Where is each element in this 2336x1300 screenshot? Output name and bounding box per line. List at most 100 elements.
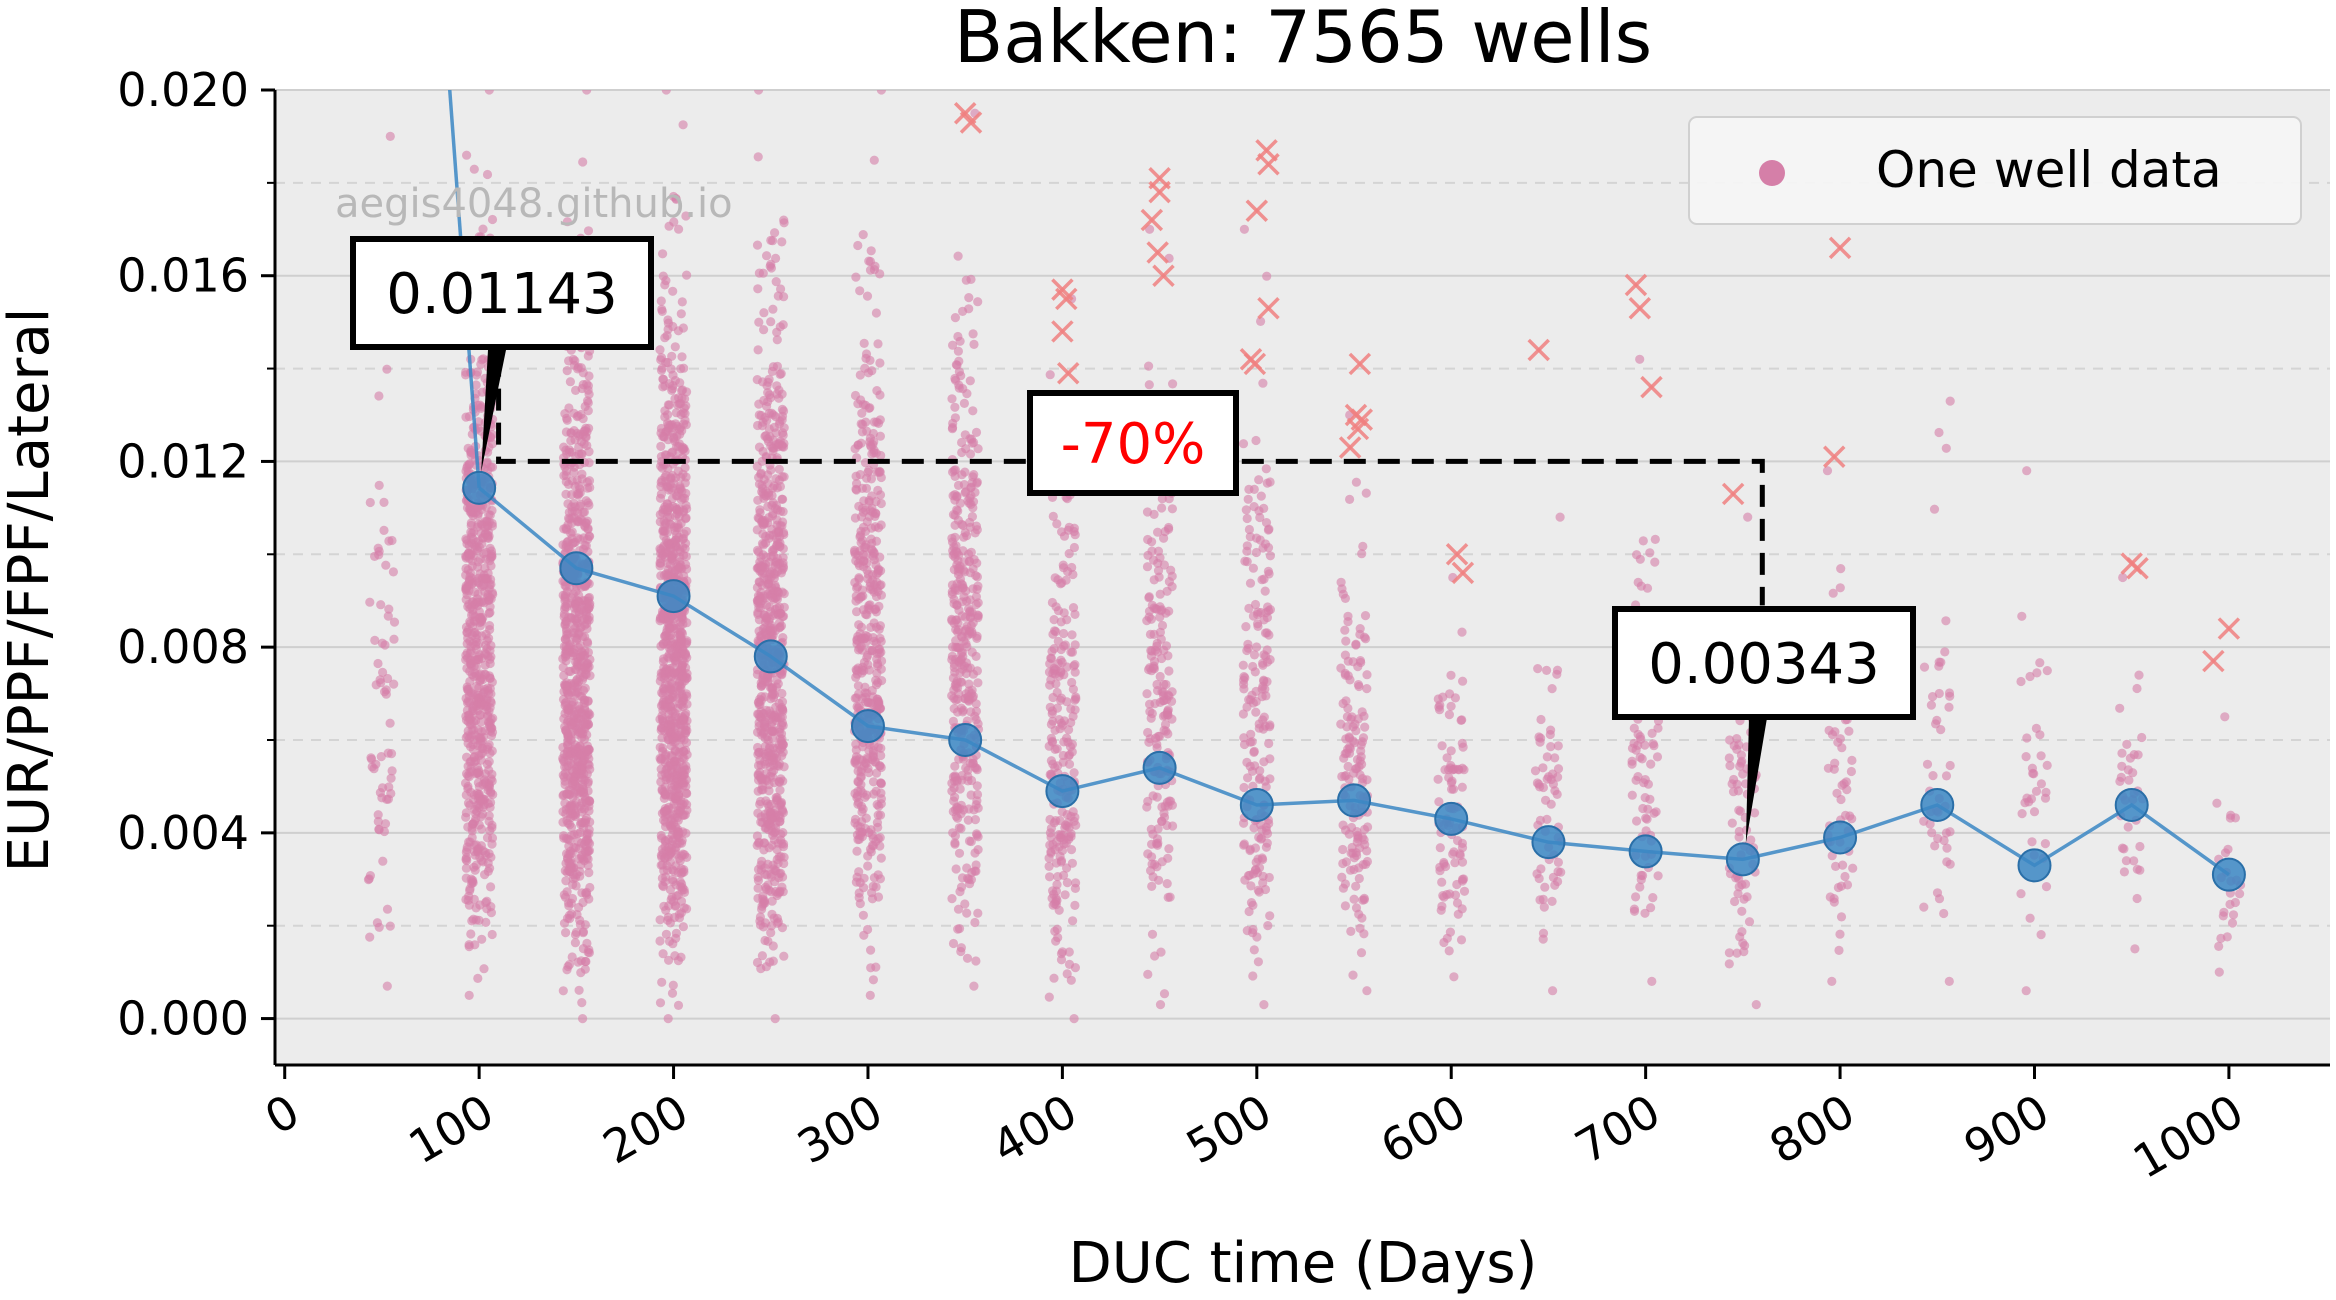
well-point bbox=[1144, 593, 1154, 603]
well-point bbox=[461, 854, 471, 865]
well-point bbox=[677, 297, 687, 307]
well-point bbox=[868, 975, 879, 985]
well-point bbox=[754, 268, 765, 278]
well-point bbox=[866, 534, 876, 544]
well-point bbox=[677, 352, 687, 362]
well-point bbox=[487, 746, 497, 756]
well-point bbox=[954, 848, 965, 858]
well-point bbox=[753, 495, 763, 505]
well-point bbox=[860, 542, 871, 553]
well-point bbox=[1336, 577, 1346, 587]
well-point bbox=[859, 930, 869, 940]
well-point bbox=[973, 678, 983, 688]
well-point bbox=[1238, 439, 1249, 449]
well-point bbox=[582, 624, 592, 634]
well-point bbox=[864, 601, 874, 611]
well-point bbox=[773, 291, 783, 301]
well-point bbox=[487, 776, 497, 786]
well-point bbox=[764, 490, 774, 501]
well-point bbox=[779, 951, 789, 961]
well-point bbox=[774, 475, 785, 485]
well-point bbox=[672, 441, 682, 451]
well-point bbox=[378, 667, 388, 678]
well-point bbox=[581, 518, 591, 529]
well-point bbox=[1641, 813, 1651, 823]
well-point bbox=[1646, 759, 1656, 769]
well-point bbox=[657, 463, 667, 473]
well-point bbox=[461, 873, 471, 883]
well-point bbox=[972, 525, 982, 535]
well-point bbox=[467, 916, 477, 926]
well-point bbox=[866, 474, 877, 484]
well-point bbox=[661, 929, 672, 939]
well-point bbox=[1632, 816, 1642, 826]
well-point bbox=[1355, 656, 1365, 666]
well-point bbox=[777, 494, 787, 504]
well-point bbox=[1070, 667, 1080, 677]
well-point bbox=[466, 929, 476, 939]
well-point bbox=[1062, 615, 1072, 625]
well-point bbox=[663, 410, 673, 420]
well-point bbox=[584, 846, 595, 856]
well-point bbox=[1062, 662, 1072, 672]
well-point bbox=[1146, 614, 1156, 624]
well-point bbox=[1070, 883, 1080, 894]
well-point bbox=[1155, 602, 1165, 612]
well-point bbox=[858, 507, 869, 517]
well-point bbox=[1437, 741, 1447, 751]
well-point bbox=[876, 853, 886, 863]
well-point bbox=[774, 852, 784, 862]
well-point bbox=[665, 694, 675, 705]
well-point bbox=[1349, 864, 1359, 875]
well-point bbox=[1650, 534, 1660, 545]
well-point bbox=[584, 615, 594, 625]
well-point bbox=[753, 284, 763, 294]
well-point bbox=[1144, 380, 1154, 390]
well-point bbox=[948, 938, 959, 949]
well-point bbox=[1254, 475, 1264, 485]
well-point bbox=[473, 778, 483, 788]
well-point bbox=[755, 699, 765, 710]
well-point bbox=[1155, 671, 1165, 682]
well-point bbox=[482, 904, 492, 914]
well-point bbox=[853, 631, 863, 642]
well-point bbox=[1340, 901, 1350, 911]
well-point bbox=[755, 916, 765, 926]
well-point bbox=[473, 768, 483, 778]
well-point bbox=[486, 797, 496, 808]
well-point bbox=[956, 371, 966, 381]
well-point bbox=[668, 381, 678, 391]
well-point bbox=[1162, 879, 1172, 889]
well-point bbox=[374, 391, 384, 401]
well-point bbox=[852, 846, 862, 856]
well-point bbox=[761, 823, 771, 833]
well-point bbox=[461, 466, 471, 476]
well-point bbox=[1249, 823, 1259, 833]
well-point bbox=[380, 819, 391, 829]
well-point bbox=[664, 400, 675, 410]
well-point bbox=[462, 698, 473, 708]
well-point bbox=[947, 894, 957, 904]
well-point bbox=[1147, 852, 1157, 862]
well-point bbox=[774, 777, 784, 787]
well-point bbox=[568, 776, 578, 786]
well-point bbox=[1069, 523, 1079, 533]
well-point bbox=[1057, 807, 1067, 817]
well-point bbox=[1065, 742, 1076, 752]
well-point bbox=[1168, 821, 1178, 831]
well-point bbox=[1070, 812, 1080, 822]
well-point bbox=[375, 788, 385, 798]
well-point bbox=[1446, 670, 1456, 680]
well-point bbox=[1254, 774, 1264, 785]
well-point bbox=[475, 613, 485, 623]
well-point bbox=[471, 671, 482, 681]
well-point bbox=[383, 748, 393, 758]
well-point bbox=[383, 673, 393, 684]
well-point bbox=[768, 304, 778, 314]
well-point bbox=[950, 471, 960, 481]
well-point bbox=[565, 858, 575, 869]
well-point bbox=[871, 496, 881, 507]
well-point bbox=[768, 530, 778, 540]
well-point bbox=[950, 771, 960, 781]
well-point bbox=[471, 640, 481, 651]
